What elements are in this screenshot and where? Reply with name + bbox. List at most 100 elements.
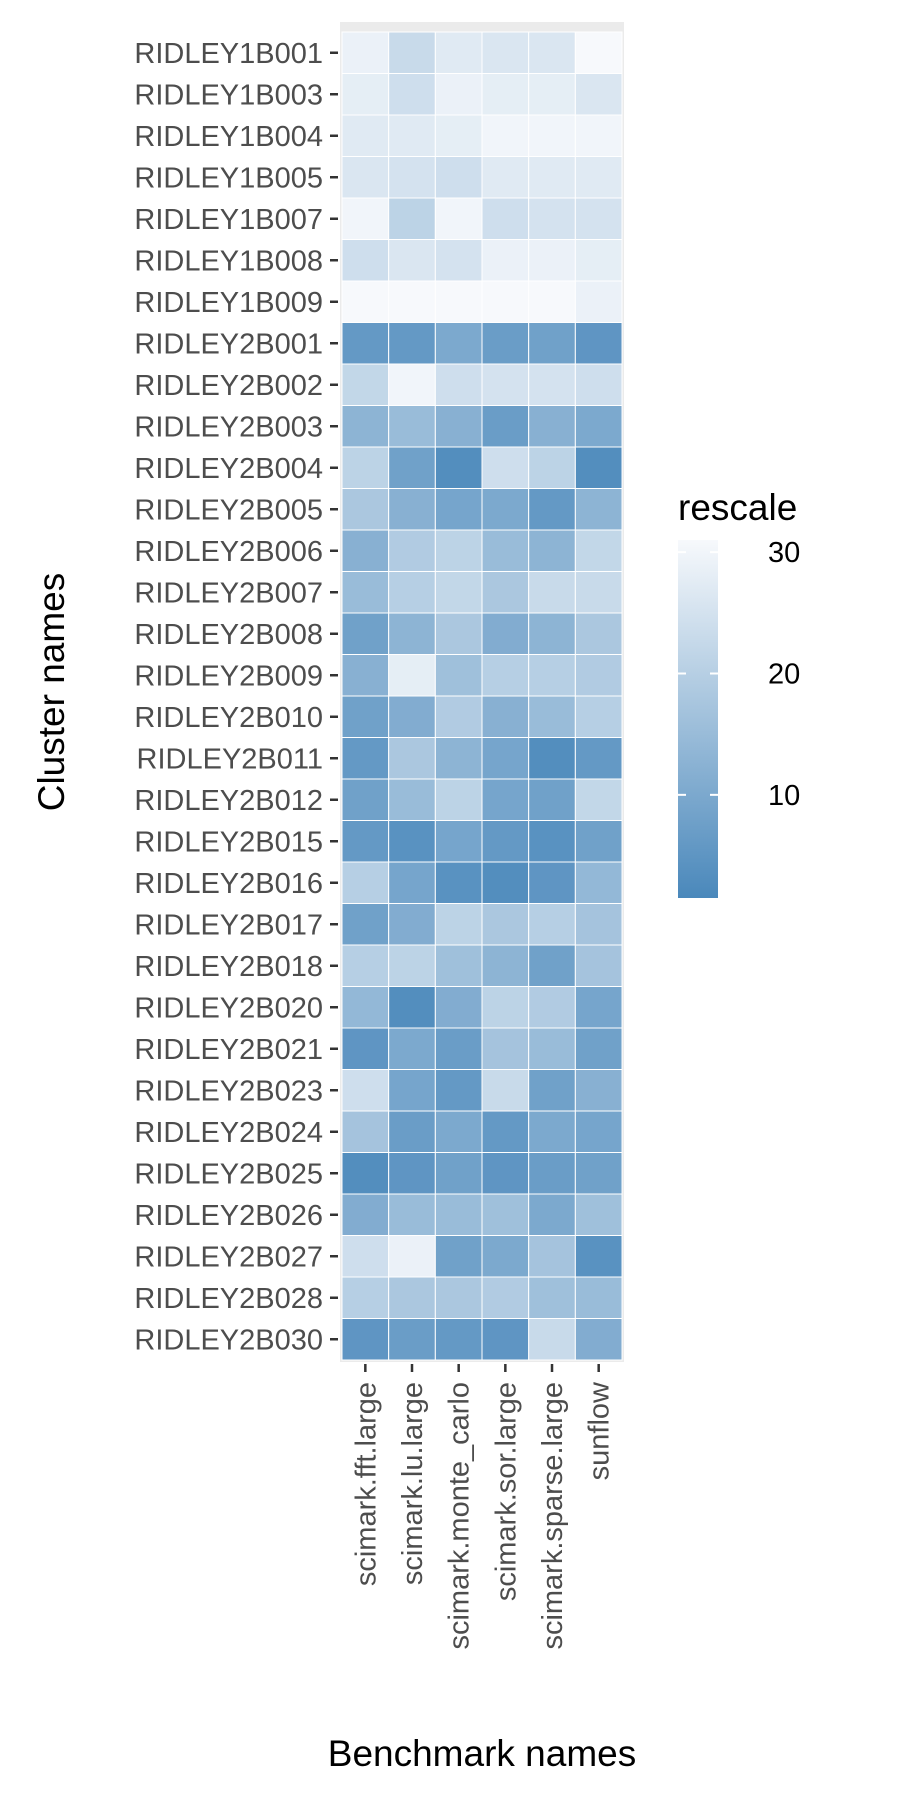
heatmap-cell xyxy=(528,446,576,489)
heatmap-cell xyxy=(528,1110,576,1153)
heatmap-cell xyxy=(574,405,623,448)
y-tick-label: RIDLEY2B002 xyxy=(134,370,323,402)
x-tick-label: scimark.fft.large xyxy=(350,1382,382,1586)
heatmap-cell xyxy=(481,239,530,282)
heatmap-cell xyxy=(528,944,576,987)
heatmap-cell xyxy=(528,1276,576,1319)
heatmap-cell xyxy=(434,446,483,489)
heatmap-cell xyxy=(388,820,436,863)
heatmap-cell xyxy=(341,239,390,282)
heatmap-cell xyxy=(481,1235,530,1278)
heatmap-cell xyxy=(481,986,530,1029)
heatmap-cell xyxy=(388,31,436,74)
heatmap-cell xyxy=(481,446,530,489)
heatmap-cell xyxy=(528,861,576,904)
heatmap-cell xyxy=(341,114,390,157)
heatmap-cell xyxy=(434,1069,483,1112)
heatmap-cell xyxy=(574,529,623,572)
heatmap-cell xyxy=(434,1152,483,1195)
heatmap-cell xyxy=(574,986,623,1029)
heatmap-cell xyxy=(481,861,530,904)
heatmap-cell xyxy=(341,820,390,863)
heatmap-cell xyxy=(341,778,390,821)
heatmap-cell xyxy=(388,778,436,821)
heatmap-cell xyxy=(434,322,483,365)
heatmap-cell xyxy=(528,322,576,365)
legend-tick-label: 20 xyxy=(768,658,800,690)
heatmap-cell xyxy=(574,1276,623,1319)
heatmap-cell xyxy=(574,239,623,282)
heatmap-cell xyxy=(434,986,483,1029)
heatmap-cell xyxy=(341,1318,390,1361)
heatmap-cell xyxy=(341,944,390,987)
heatmap-cell xyxy=(434,737,483,780)
heatmap-cell xyxy=(388,1152,436,1195)
heatmap-cell xyxy=(481,778,530,821)
heatmap-cell xyxy=(574,737,623,780)
heatmap-cell xyxy=(341,156,390,199)
heatmap-cell xyxy=(341,1027,390,1070)
heatmap-cell xyxy=(434,1318,483,1361)
heatmap-cell xyxy=(574,1152,623,1195)
heatmap-cell xyxy=(481,1110,530,1153)
heatmap-cell xyxy=(434,861,483,904)
heatmap-cell xyxy=(388,529,436,572)
heatmap-cell xyxy=(528,405,576,448)
y-tick-label: RIDLEY2B021 xyxy=(134,1034,323,1066)
heatmap-cell xyxy=(388,446,436,489)
heatmap-cell xyxy=(341,1235,390,1278)
x-tick-label: sunflow xyxy=(584,1381,616,1480)
x-axis: scimark.fft.large scimark.lu.large scimark… xyxy=(350,1364,616,1650)
y-tick-label: RIDLEY2B028 xyxy=(134,1283,323,1315)
y-tick-label: RIDLEY2B006 xyxy=(134,536,323,568)
heatmap-cell xyxy=(388,73,436,116)
heatmap-cell xyxy=(434,695,483,738)
heatmap-cell xyxy=(574,322,623,365)
plot-panel xyxy=(340,22,624,1362)
y-tick-label: RIDLEY1B008 xyxy=(134,245,323,277)
heatmap-cell xyxy=(481,571,530,614)
heatmap-cell xyxy=(528,239,576,282)
heatmap-cell xyxy=(528,280,576,323)
heatmap-cell xyxy=(481,903,530,946)
heatmap-cell xyxy=(388,405,436,448)
heatmap-cell xyxy=(528,571,576,614)
heatmap-cell xyxy=(528,1152,576,1195)
heatmap-cell xyxy=(388,1235,436,1278)
heatmap-cell xyxy=(528,986,576,1029)
y-tick-label: RIDLEY2B010 xyxy=(134,702,323,734)
heatmap-cell xyxy=(481,1152,530,1195)
legend-title: rescale xyxy=(678,487,797,528)
heatmap-cell xyxy=(434,280,483,323)
heatmap-cell xyxy=(388,1027,436,1070)
heatmap-cell xyxy=(388,488,436,531)
heatmap-cell xyxy=(528,31,576,74)
y-tick-label: RIDLEY1B009 xyxy=(134,287,323,319)
y-tick-label: RIDLEY2B001 xyxy=(134,328,323,360)
heatmap-cell xyxy=(528,363,576,406)
heatmap-cell xyxy=(388,861,436,904)
heatmap-cell xyxy=(388,695,436,738)
heatmap-cell xyxy=(528,197,576,240)
heatmap-cell xyxy=(434,114,483,157)
legend-ticks: 10 20 30 xyxy=(678,537,800,812)
heatmap-cell xyxy=(434,820,483,863)
heatmap-cell xyxy=(574,363,623,406)
heatmap-cell xyxy=(528,737,576,780)
heatmap-cell xyxy=(481,695,530,738)
heatmap-cell xyxy=(528,654,576,697)
heatmap-cell xyxy=(574,861,623,904)
heatmap-cell xyxy=(434,1193,483,1236)
heatmap-cell xyxy=(481,363,530,406)
heatmap-cell xyxy=(528,1069,576,1112)
heatmap-cell xyxy=(434,488,483,531)
color-legend: rescale 10 20 30 xyxy=(678,487,800,898)
heatmap-cell xyxy=(434,571,483,614)
heatmap-cell xyxy=(341,1110,390,1153)
heatmap-cell xyxy=(528,114,576,157)
heatmap-cell xyxy=(341,986,390,1029)
heatmap-cell xyxy=(341,488,390,531)
heatmap-cell xyxy=(481,944,530,987)
y-tick-label: RIDLEY1B004 xyxy=(134,121,323,153)
heatmap-cell xyxy=(434,197,483,240)
